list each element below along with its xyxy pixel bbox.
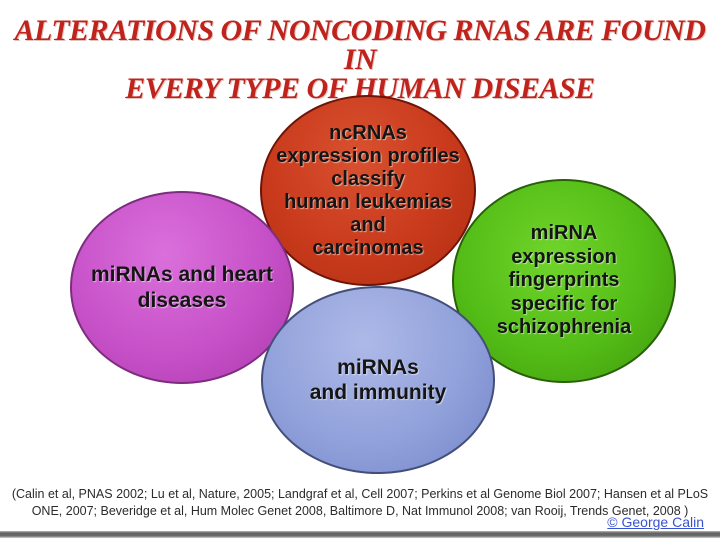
ellipse-text-line: expression	[511, 245, 617, 268]
ellipse-leukemias-carcinomas: ncRNAs expression profiles classify huma…	[260, 95, 476, 286]
ellipse-text-line: fingerprints	[508, 269, 620, 292]
ellipse-heart-diseases: miRNAs and heart diseases	[70, 191, 294, 384]
ellipse-text-line: schizophrenia	[496, 316, 632, 339]
citation: (Calin et al, PNAS 2002; Lu et al, Natur…	[0, 486, 720, 520]
ellipse-text-line: specific for	[510, 292, 618, 315]
ellipse-text-line: carcinomas	[312, 236, 424, 259]
ellipse-text-line: human leukemias	[284, 190, 452, 213]
citation-line-1: (Calin et al, PNAS 2002; Lu et al, Natur…	[11, 487, 709, 501]
ellipse-text-line: and immunity	[309, 381, 447, 404]
ellipse-immunity: miRNAs and immunity	[261, 286, 495, 474]
ellipse-text: miRNA expression fingerprints specific f…	[454, 222, 674, 340]
ellipse-text-line: ncRNAs	[329, 121, 407, 144]
credit-link[interactable]: © George Calin	[607, 514, 704, 530]
ellipse-text-line: and	[350, 213, 386, 236]
ellipse-text: ncRNAs expression profiles classify huma…	[262, 122, 474, 260]
title-line-1: ALTERATIONS OF NONCODING RNAS ARE FOUND …	[14, 14, 706, 76]
citation-line-2: ONE, 2007; Beveridge et al, Hum Molec Ge…	[31, 504, 689, 518]
bottom-bar	[0, 531, 720, 538]
ellipse-text: miRNAs and immunity	[263, 355, 493, 405]
ellipse-text: miRNAs and heart diseases	[72, 262, 292, 314]
ellipse-text-line: diseases	[137, 288, 227, 312]
slide-title: ALTERATIONS OF NONCODING RNAS ARE FOUND …	[0, 14, 720, 104]
ellipse-text-line: expression profiles	[276, 144, 460, 167]
ellipse-text-line: miRNAs and heart	[90, 262, 274, 286]
ellipse-text-line: miRNAs	[337, 356, 419, 379]
ellipse-text-line: miRNA	[530, 222, 598, 245]
ellipse-schizophrenia: miRNA expression fingerprints specific f…	[452, 179, 676, 383]
ellipse-text-line: classify	[331, 167, 405, 190]
